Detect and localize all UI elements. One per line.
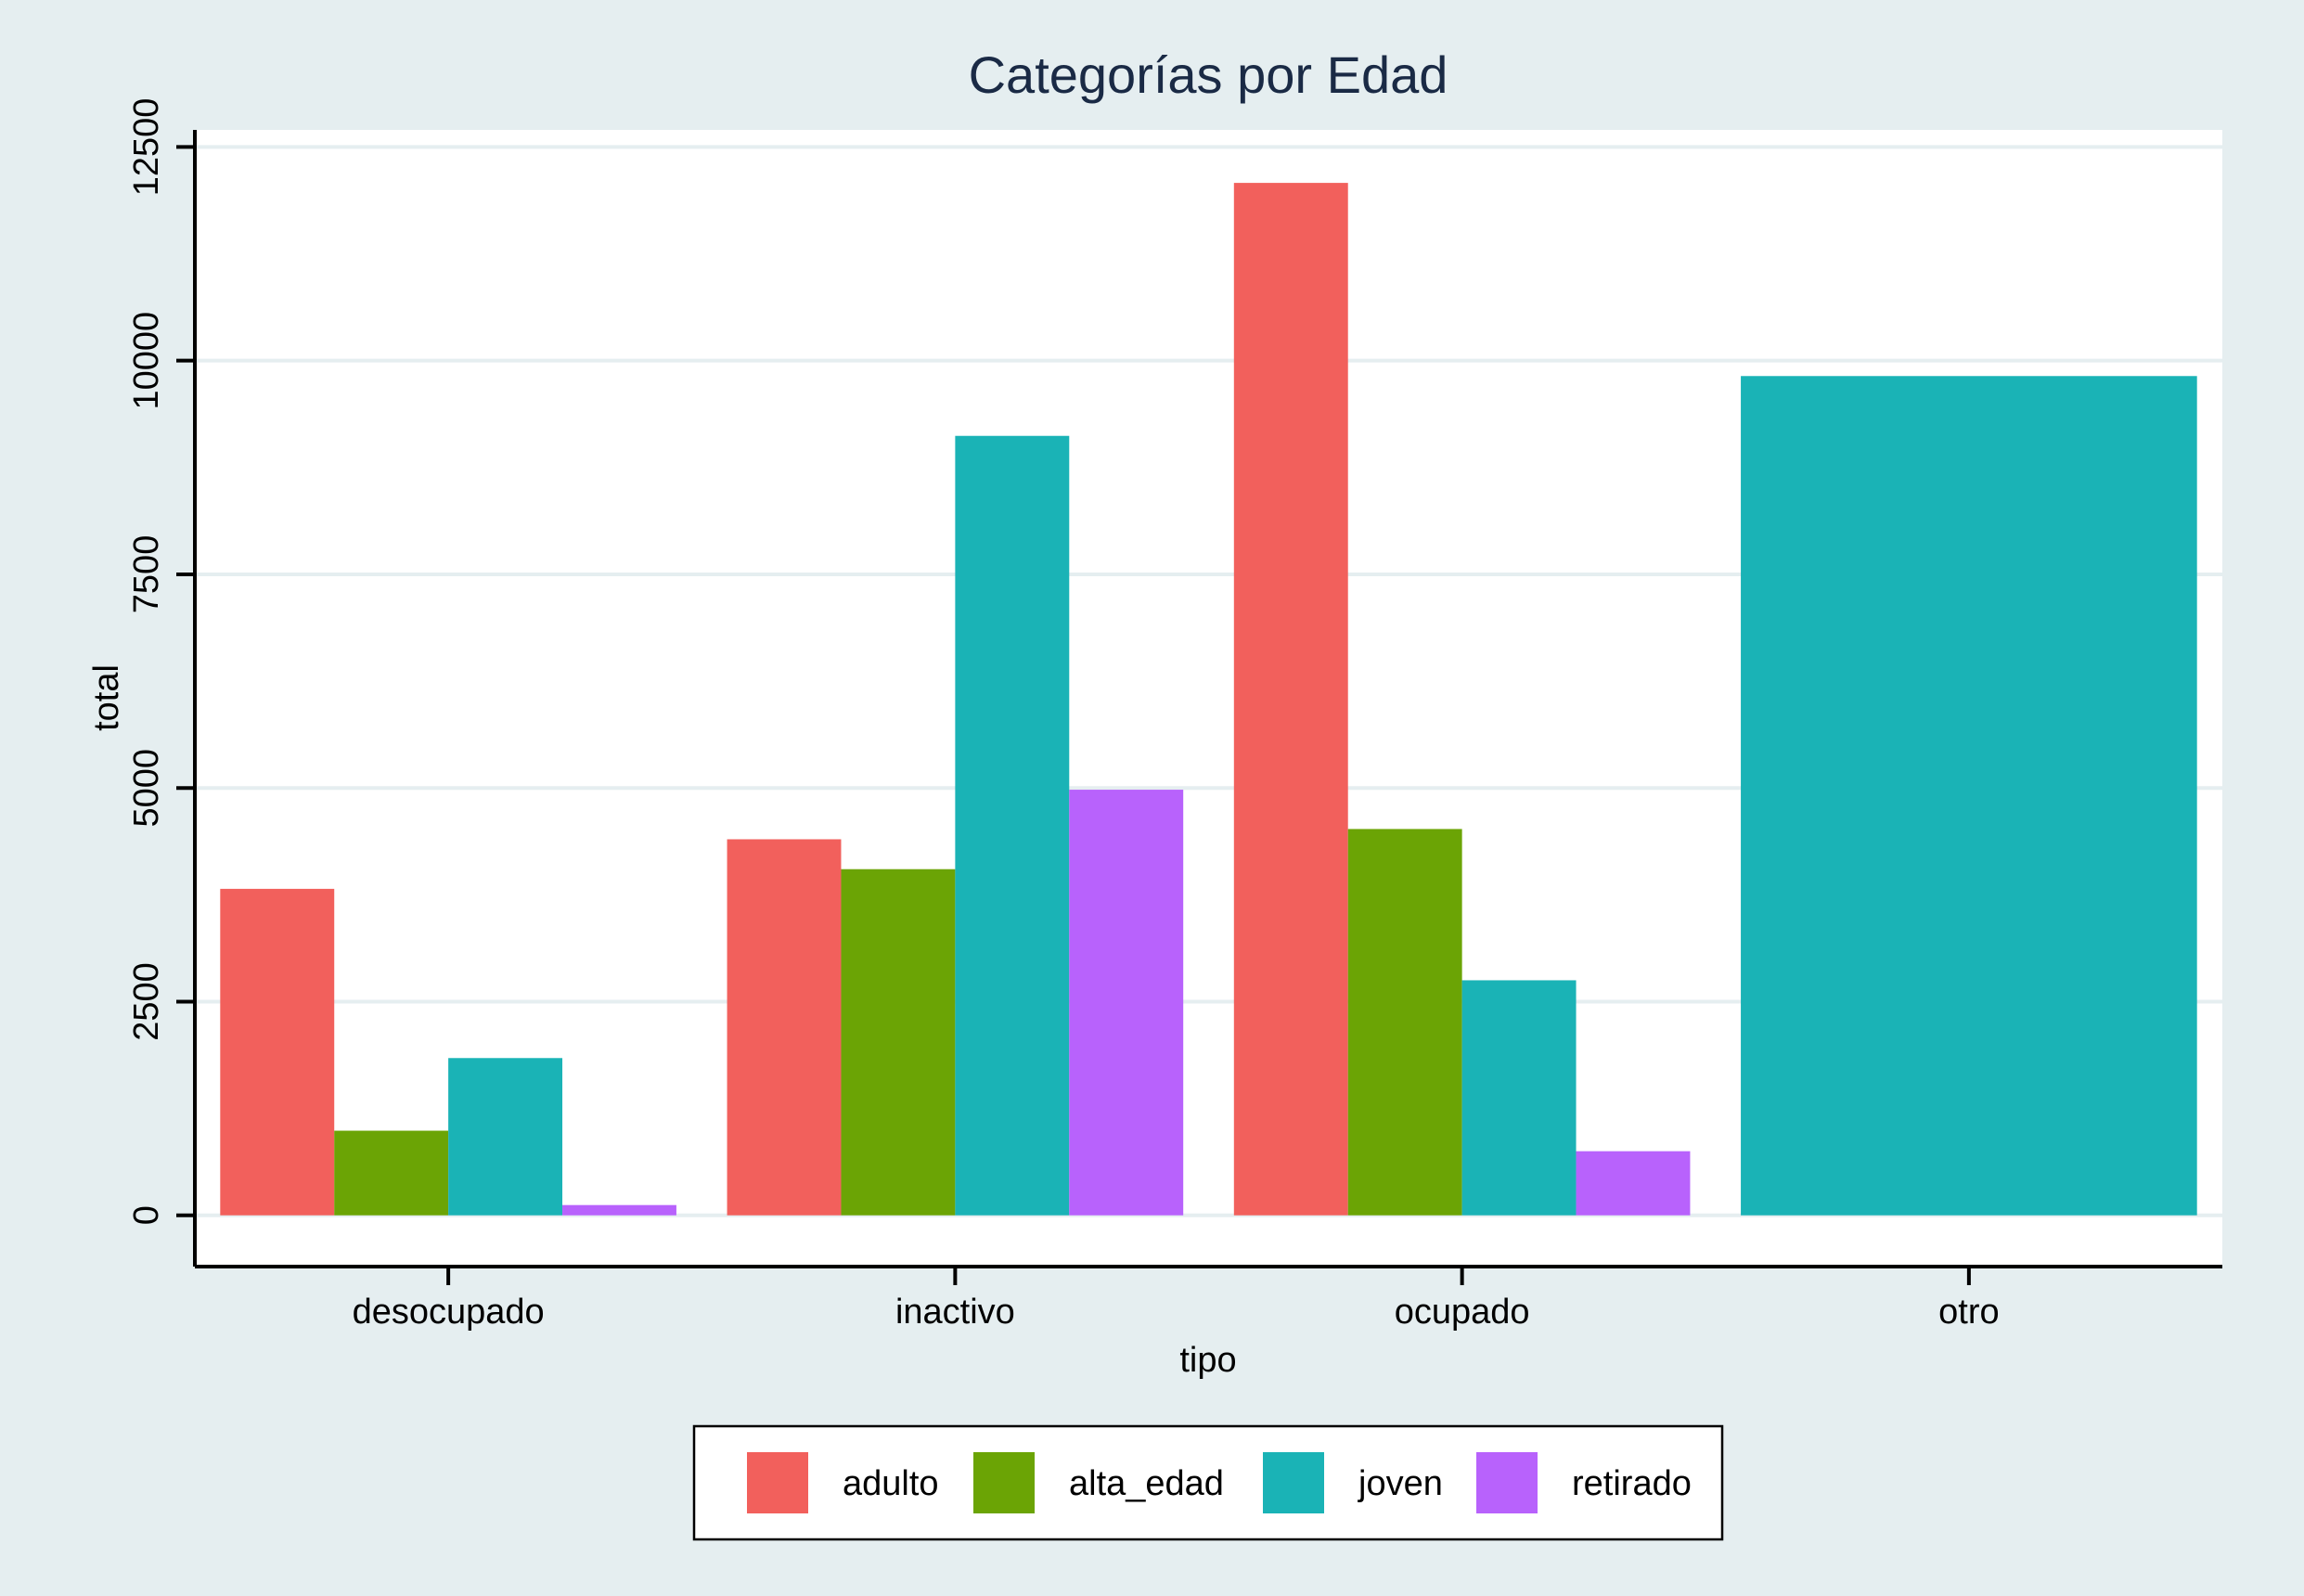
y-tick-label: 0 [127,1205,166,1225]
legend: adulto alta_edad joven retirado [747,1452,1692,1513]
x-tick-label: inactivo [895,1293,1015,1332]
legend-box [692,1424,1724,1541]
bar-alta_edad-inactivo [841,869,956,1216]
x-tick-label: otro [1938,1293,1999,1332]
x-tick-label: desocupado [353,1293,545,1332]
x-tick-label: ocupado [1395,1293,1530,1332]
legend-label-alta_edad: alta_edad [1069,1464,1224,1503]
bar-joven-otro [1741,376,2197,1216]
bar-retirado-ocupado [1576,1151,1691,1216]
legend-swatch-joven [1263,1452,1324,1513]
bar-retirado-desocupado [562,1204,676,1216]
bar-alta_edad-ocupado [1347,829,1462,1216]
bar-adulto-ocupado [1233,183,1348,1216]
bar-adulto-desocupado [220,888,335,1216]
bar-adulto-inactivo [727,839,842,1216]
legend-label-retirado: retirado [1572,1464,1692,1503]
legend-swatch-retirado [1476,1452,1538,1513]
bar-joven-ocupado [1461,980,1577,1216]
legend-swatch-alta_edad [973,1452,1035,1513]
y-tick-label: 7500 [127,535,166,614]
legend-label-adulto: adulto [843,1464,939,1503]
y-axis-title: total [87,664,126,731]
bar-alta_edad-desocupado [334,1130,449,1216]
y-tick-label: 12500 [127,98,166,197]
chart-title: Categorías por Edad [969,45,1448,104]
legend-swatch-adulto [747,1452,808,1513]
x-axis-title: tipo [1179,1341,1236,1380]
y-ticks: 0 2500 5000 7500 10000 12500 [127,98,195,1225]
bar-joven-inactivo [955,435,1070,1216]
y-tick-label: 2500 [127,962,166,1041]
y-tick-label: 5000 [127,749,166,828]
bar-joven-desocupado [448,1058,563,1216]
legend-label-joven: joven [1358,1464,1443,1503]
bars [220,183,2197,1216]
y-tick-label: 10000 [127,312,166,410]
bar-retirado-inactivo [1069,790,1184,1216]
x-ticks: desocupado inactivo ocupado otro [353,1267,2000,1332]
